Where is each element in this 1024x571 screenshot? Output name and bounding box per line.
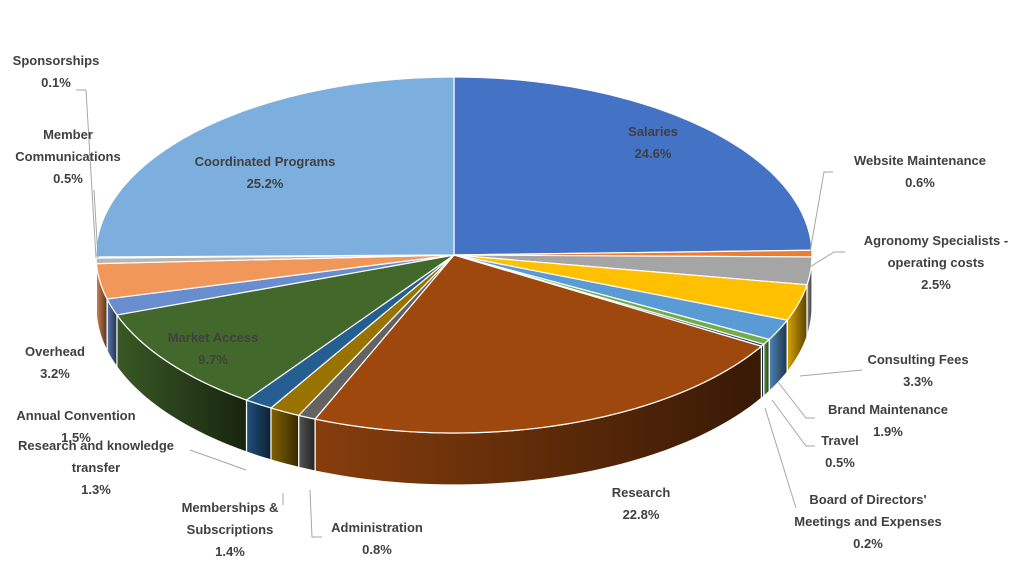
data-label-name-travel: Travel [821, 433, 859, 448]
slice-side-travel-shade [763, 338, 770, 398]
slice-coordinated-programs [95, 76, 455, 258]
slice-research-and-knowledge-transfer [245, 254, 455, 409]
data-label-name-administration: Administration [331, 520, 423, 535]
data-label-value-board-of-directors-meetings-and-expenses: 0.2% [853, 536, 883, 551]
data-label-name-member-communications: Communications [15, 149, 120, 164]
data-label-name-salaries: Salaries [628, 124, 678, 139]
data-label-board-of-directors-meetings-and-expenses: Board of Directors' Meetings and Expenses… [794, 492, 941, 551]
leader-line-brand-maintenance [777, 381, 815, 419]
data-labels: Salaries 24.6% Website Maintenance 0.6% Agro… [13, 53, 1009, 559]
data-label-agronomy-specialists-operating-costs: Agronomy Specialists - operating costs 2.5… [864, 233, 1008, 292]
slice-annual-convention [106, 254, 455, 316]
data-label-annual-convention: Annual Convention 1.5% [16, 408, 135, 445]
data-label-value-annual-convention: 1.5% [61, 430, 91, 445]
slice-memberships-and-subscriptions [270, 254, 455, 416]
slice-side-research-and-knowledge-transfer-shade [245, 399, 272, 461]
leader-lines [76, 89, 863, 538]
data-label-name-consulting-fees: Consulting Fees [867, 352, 968, 367]
slice-research [314, 254, 762, 434]
data-label-name-board-of-directors-meetings-and-expenses: Meetings and Expenses [794, 514, 941, 529]
data-label-value-memberships-and-subscriptions: 1.4% [215, 544, 245, 559]
leader-line-travel [771, 399, 815, 447]
slice-market-access [116, 254, 455, 401]
slice-consulting-fees [453, 254, 808, 321]
data-label-website-maintenance: Website Maintenance 0.6% [854, 153, 986, 190]
data-label-name-website-maintenance: Website Maintenance [854, 153, 986, 168]
leader-line-sponsorships [76, 89, 97, 259]
data-label-value-brand-maintenance: 1.9% [873, 424, 903, 439]
data-label-value-research: 22.8% [623, 507, 660, 522]
data-label-name-brand-maintenance: Brand Maintenance [828, 402, 948, 417]
data-label-market-access: Market Access 9.7% [168, 330, 259, 367]
data-label-name-research-and-knowledge-transfer: Research and knowledge [18, 438, 174, 453]
data-label-memberships-and-subscriptions: Memberships & Subscriptions 1.4% [182, 500, 279, 559]
data-label-name-agronomy-specialists-operating-costs: Agronomy Specialists - [864, 233, 1008, 248]
data-label-research-and-knowledge-transfer: Research and knowledge transfer 1.3% [18, 438, 174, 497]
data-label-value-sponsorships: 0.1% [41, 75, 71, 90]
data-label-value-administration: 0.8% [362, 542, 392, 557]
data-label-travel: Travel 0.5% [821, 433, 859, 470]
slice-side-administration-shade [298, 414, 316, 472]
data-label-value-travel: 0.5% [825, 455, 855, 470]
data-label-value-overhead: 3.2% [40, 366, 70, 381]
data-label-sponsorships: Sponsorships 0.1% [13, 53, 100, 90]
slice-side-memberships-and-subscriptions-shade [270, 407, 300, 469]
pie-sides [95, 254, 813, 486]
slice-brand-maintenance [453, 254, 788, 341]
data-label-name-agronomy-specialists-operating-costs: operating costs [888, 255, 985, 270]
data-label-overhead: Overhead 3.2% [25, 344, 85, 381]
leader-line-agronomy-specialists-operating-costs [804, 251, 845, 271]
data-label-name-annual-convention: Annual Convention [16, 408, 135, 423]
data-label-name-coordinated-programs: Coordinated Programs [195, 154, 336, 169]
data-label-value-website-maintenance: 0.6% [905, 175, 935, 190]
data-label-name-research-and-knowledge-transfer: transfer [72, 460, 120, 475]
data-label-name-sponsorships: Sponsorships [13, 53, 100, 68]
leader-line-board-of-directors-meetings-and-expenses [764, 407, 797, 509]
data-label-name-member-communications: Member [43, 127, 93, 142]
data-label-value-market-access: 9.7% [198, 352, 228, 367]
leader-line-member-communications [93, 189, 99, 259]
data-label-value-salaries: 24.6% [635, 146, 672, 161]
data-label-name-market-access: Market Access [168, 330, 259, 345]
leader-line-administration [309, 489, 322, 538]
data-label-consulting-fees: Consulting Fees 3.3% [867, 352, 968, 389]
data-label-brand-maintenance: Brand Maintenance 1.9% [828, 402, 948, 439]
data-label-value-agronomy-specialists-operating-costs: 2.5% [921, 277, 951, 292]
data-label-coordinated-programs: Coordinated Programs 25.2% [195, 154, 336, 191]
data-label-name-overhead: Overhead [25, 344, 85, 359]
data-label-name-research: Research [612, 485, 671, 500]
data-label-value-consulting-fees: 3.3% [903, 374, 933, 389]
data-label-member-communications: Member Communications 0.5% [15, 127, 120, 186]
data-label-value-research-and-knowledge-transfer: 1.3% [81, 482, 111, 497]
leader-line-research-and-knowledge-transfer [189, 449, 247, 471]
data-label-administration: Administration 0.8% [331, 520, 423, 557]
slice-overhead [95, 254, 455, 300]
data-label-value-coordinated-programs: 25.2% [247, 176, 284, 191]
pie-tops [95, 76, 813, 434]
data-label-research: Research 22.8% [612, 485, 671, 522]
data-label-value-member-communications: 0.5% [53, 171, 83, 186]
leader-line-consulting-fees [799, 369, 863, 377]
data-label-name-board-of-directors-meetings-and-expenses: Board of Directors' [809, 492, 926, 507]
leader-line-website-maintenance [809, 171, 833, 253]
data-label-salaries: Salaries 24.6% [628, 124, 678, 161]
data-label-name-memberships-and-subscriptions: Memberships & [182, 500, 279, 515]
slice-salaries [453, 76, 813, 256]
data-label-name-memberships-and-subscriptions: Subscriptions [187, 522, 274, 537]
